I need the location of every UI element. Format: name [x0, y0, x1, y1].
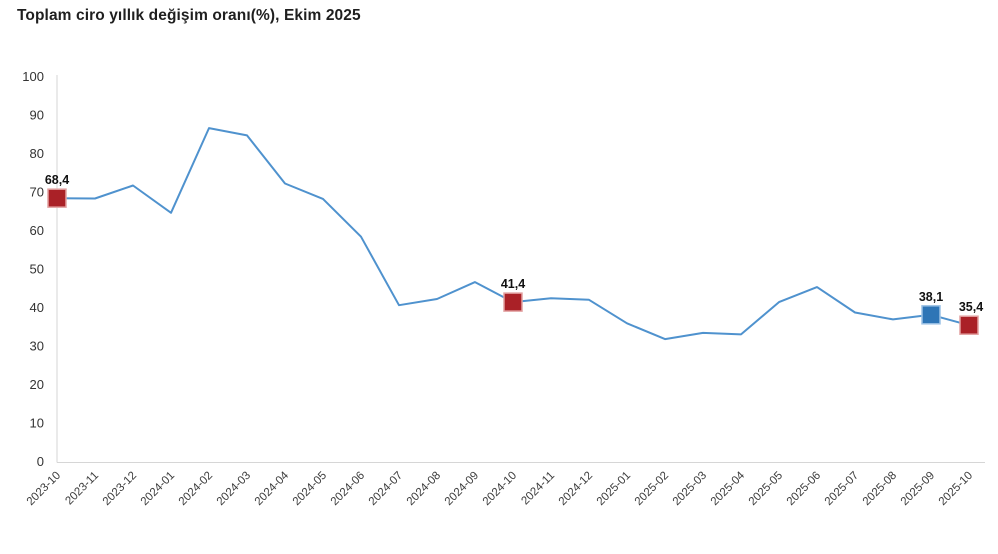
data-point-marker[interactable] [921, 305, 941, 325]
data-point-label: 68,4 [45, 173, 69, 187]
x-axis-label: 2025-03 [671, 470, 709, 508]
data-point-marker[interactable] [503, 292, 523, 312]
y-axis-label: 100 [22, 69, 44, 84]
y-axis-label: 80 [30, 146, 44, 161]
data-point-label: 35,4 [959, 300, 983, 314]
x-axis-label: 2025-01 [595, 470, 633, 508]
x-axis-label: 2025-09 [899, 470, 937, 508]
x-axis-label: 2024-08 [405, 470, 443, 508]
data-point-marker[interactable] [47, 188, 67, 208]
x-axis-label: 2025-07 [823, 470, 861, 508]
x-axis-label: 2025-02 [633, 470, 671, 508]
x-axis-label: 2024-10 [481, 470, 519, 508]
x-axis-label: 2025-05 [747, 470, 785, 508]
y-axis-label: 10 [30, 416, 44, 431]
y-axis-label: 90 [30, 108, 44, 123]
data-point-label: 41,4 [501, 277, 525, 291]
y-axis-label: 40 [30, 300, 44, 315]
x-axis-label: 2024-04 [253, 469, 292, 508]
y-axis-label: 50 [30, 262, 44, 277]
x-axis-label: 2024-05 [291, 470, 329, 508]
chart-title: Toplam ciro yıllık değişim oranı(%), Eki… [17, 7, 361, 24]
x-axis-label: 2024-12 [557, 470, 595, 508]
x-axis-label: 2025-06 [785, 470, 823, 508]
x-axis-label: 2024-06 [329, 470, 367, 508]
y-axis-label: 0 [37, 454, 44, 469]
x-axis-label: 2025-10 [937, 470, 975, 508]
y-axis-label: 20 [30, 377, 44, 392]
data-point-marker[interactable] [959, 315, 979, 335]
y-axis-label: 30 [30, 339, 44, 354]
x-axis-label: 2024-07 [367, 470, 405, 508]
x-axis-label: 2023-11 [63, 470, 101, 508]
x-axis-label: 2025-08 [861, 470, 899, 508]
y-axis-label: 60 [30, 223, 44, 238]
x-axis-label: 2024-11 [519, 470, 557, 508]
x-axis-label: 2023-12 [101, 470, 139, 508]
x-axis-label: 2024-03 [215, 470, 253, 508]
x-axis-label: 2024-02 [177, 470, 215, 508]
x-axis-label: 2024-09 [443, 470, 481, 508]
x-axis-label: 2023-10 [25, 470, 63, 508]
x-axis-label: 2024-01 [139, 470, 177, 508]
y-axis-label: 70 [30, 185, 44, 200]
data-point-label: 38,1 [919, 290, 943, 304]
x-axis-label: 2025-04 [709, 469, 748, 508]
